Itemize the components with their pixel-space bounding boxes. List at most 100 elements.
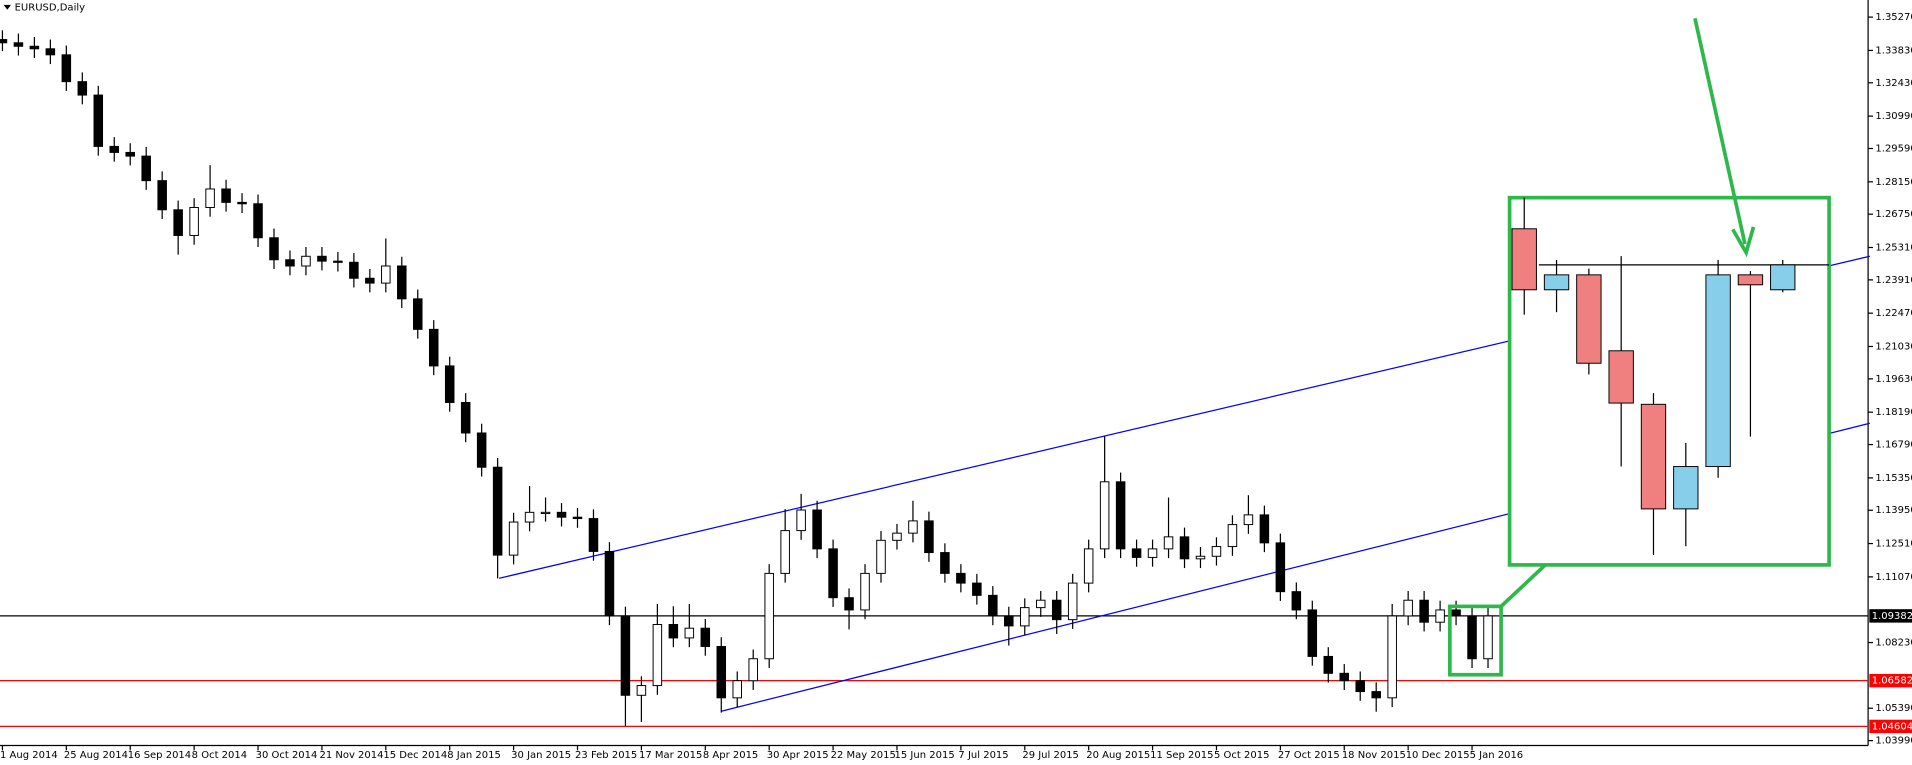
y-tick-label: 1.16790 [1875, 440, 1912, 451]
candle-body [349, 261, 359, 279]
candle-body [476, 432, 487, 468]
candle-body [1323, 655, 1334, 674]
candle-body [1179, 536, 1190, 560]
candle-body [828, 548, 838, 599]
candle-body [1004, 615, 1014, 627]
candle-body [1291, 591, 1302, 611]
arrow-head [1731, 226, 1756, 258]
candle-body [1067, 582, 1078, 621]
candle-body [189, 206, 199, 236]
level-label-box [1869, 719, 1912, 734]
candle-body [972, 582, 982, 596]
candle-body [333, 260, 343, 263]
candle-body [684, 627, 695, 639]
candle-body [1307, 609, 1318, 657]
candle-body [1339, 672, 1350, 682]
candle-body [1163, 536, 1174, 550]
x-tick-label: 30 Jan 2015 [511, 750, 571, 761]
candle-body [365, 277, 375, 284]
candle-body [141, 155, 151, 182]
x-tick-label: 21 Nov 2014 [319, 750, 383, 761]
candle-body [444, 365, 455, 403]
x-tick-label: 22 May 2015 [831, 750, 896, 761]
zoom-box [1507, 195, 1831, 567]
candle-body [1419, 599, 1429, 623]
candle-body [924, 520, 934, 554]
candle-body [428, 328, 439, 367]
candle-body [125, 151, 135, 157]
x-tick-label: 1 Aug 2014 [0, 750, 58, 761]
candle-body [732, 680, 742, 699]
candle-body [381, 265, 391, 284]
candle-body [652, 624, 663, 687]
x-tick-label: 25 Aug 2014 [64, 750, 128, 761]
candle-body [860, 572, 870, 611]
candle-body [93, 94, 104, 147]
y-tick-label: 1.26750 [1875, 209, 1912, 220]
x-tick-label: 30 Oct 2014 [256, 750, 318, 761]
candle-body [844, 597, 854, 611]
candle-body [0, 39, 8, 44]
x-tick-label: 20 Aug 2015 [1086, 750, 1150, 761]
candle-body [876, 539, 886, 574]
candle-body [1640, 403, 1667, 510]
candle-body [1608, 350, 1634, 404]
candle-body [157, 180, 167, 211]
candle-body [492, 466, 503, 556]
y-tick-label: 1.28150 [1875, 177, 1912, 188]
candle-body [636, 685, 647, 696]
candle-body [253, 203, 263, 239]
candle-body [988, 594, 998, 617]
menu-triangle[interactable] [3, 4, 11, 10]
x-tick-label: 11 Sep 2015 [1150, 750, 1213, 761]
candle-body [285, 259, 295, 267]
candle-body [77, 81, 88, 96]
y-tick-label: 1.19630 [1875, 374, 1912, 385]
x-tick-label: 5 Jan 2016 [1470, 750, 1524, 761]
candle-body [1147, 548, 1158, 558]
arrow [1693, 17, 1747, 245]
candle-body [460, 401, 471, 434]
y-tick-label: 1.12510 [1875, 539, 1912, 550]
y-tick-label: 1.13950 [1875, 505, 1912, 516]
candle-body [572, 516, 583, 520]
candle-body [237, 201, 247, 205]
candle-body [1511, 228, 1537, 291]
y-tick-label: 1.22470 [1875, 308, 1912, 319]
candle-body [1243, 514, 1254, 526]
x-tick-label: 30 Apr 2015 [767, 750, 829, 761]
x-tick-label: 5 Oct 2015 [1214, 750, 1269, 761]
candle-body [317, 255, 327, 262]
candle-body [205, 188, 215, 208]
y-tick-label: 1.11070 [1875, 572, 1912, 583]
candle-body [1020, 607, 1030, 627]
y-tick-label: 1.32430 [1875, 78, 1912, 89]
candle-body [397, 265, 407, 300]
candle-body [109, 145, 120, 153]
inset [1511, 197, 1830, 555]
level-label: 1.04604 [1872, 721, 1912, 732]
y-tick-label: 1.25310 [1875, 242, 1912, 253]
candle-body [29, 45, 40, 50]
candle-body [1035, 599, 1046, 609]
candle-body [1211, 546, 1222, 557]
candle-body [556, 511, 567, 518]
x-tick-label: 16 Sep 2014 [128, 750, 191, 761]
candle-body [604, 550, 615, 617]
candle-body [1467, 615, 1477, 660]
candle-body [892, 532, 902, 541]
x-tick-label: 29 Jul 2015 [1022, 750, 1079, 761]
candle-body [1451, 609, 1461, 617]
candle-body [956, 572, 966, 584]
candle-body [1576, 274, 1602, 364]
y-tick-label: 1.15350 [1875, 473, 1912, 484]
candle-body [796, 509, 806, 532]
level-label: 1.09382 [1872, 611, 1912, 622]
y-tick-label: 1.08230 [1875, 638, 1912, 649]
y-tick-label: 1.03990 [1875, 736, 1912, 747]
candle-body [1737, 274, 1764, 286]
candle-body [940, 552, 950, 574]
candle-body [1131, 548, 1142, 558]
plot: 1.35270 1.33830 1.32430 1.30990 1.29590 1.281… [0, 12, 1912, 761]
